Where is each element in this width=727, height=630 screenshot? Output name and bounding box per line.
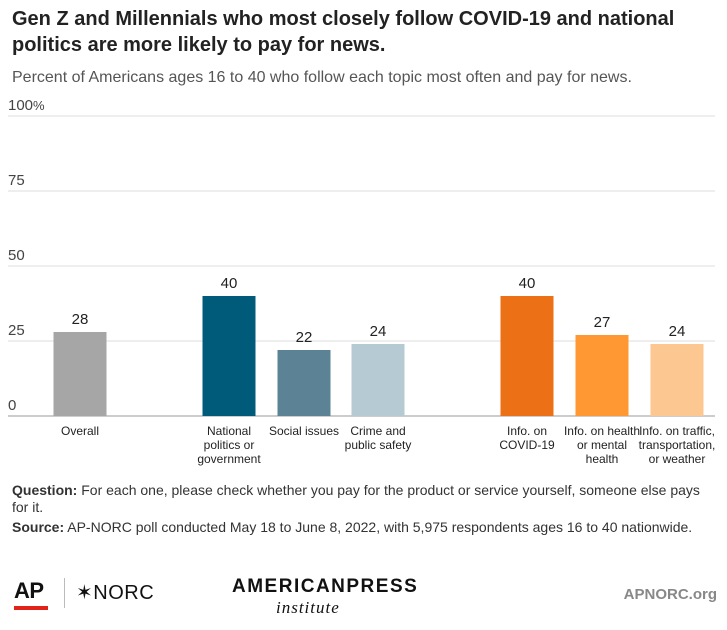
y-tick-label: 25	[8, 322, 25, 339]
american-press-logo: AMERICANPRESS	[232, 576, 419, 597]
x-tick-label: Overall	[61, 424, 99, 438]
norc-logo: ✶NORC	[76, 582, 155, 604]
source-note: Source: AP-NORC poll conducted May 18 to…	[12, 519, 717, 536]
y-unit-label: %	[33, 100, 45, 113]
x-tick-label: National politics or government	[197, 424, 261, 466]
bar	[351, 344, 405, 416]
bar	[53, 332, 107, 416]
source-label: Source:	[12, 519, 65, 535]
x-tick-label: Info. on health or mental health	[564, 424, 640, 466]
bar	[500, 296, 554, 416]
question-label: Question:	[12, 482, 78, 498]
x-tick-label: Info. on traffic, transportation, or weath…	[639, 424, 716, 466]
data-label: 40	[221, 275, 238, 292]
chart-title: Gen Z and Millennials who most closely f…	[12, 8, 675, 56]
x-tick-label: Info. on COVID-19	[499, 424, 555, 452]
data-label: 40	[519, 275, 536, 292]
data-label: 28	[72, 311, 89, 328]
chart-notes: Question: For each one, please check whe…	[12, 482, 717, 539]
apnorc-url[interactable]: APNORC.org	[623, 586, 717, 603]
data-label: 22	[296, 329, 313, 346]
data-label: 24	[669, 323, 686, 340]
chart-subtitle: Percent of Americans ages 16 to 40 who f…	[12, 69, 632, 86]
logo-divider	[64, 578, 65, 608]
bar	[202, 296, 256, 416]
y-tick-label: 0	[8, 397, 16, 414]
question-text: For each one, please check whether you p…	[12, 482, 700, 515]
bar-chart: 0 25 50 75 100 % 28 Overall 40 National politics o…	[8, 100, 716, 466]
bar	[575, 335, 629, 416]
data-label: 24	[370, 323, 387, 340]
data-label: 27	[594, 314, 611, 331]
x-tick-label: Crime and public safety	[345, 424, 412, 452]
ap-logo: AP	[14, 578, 44, 603]
american-press-institute-logo: institute	[276, 598, 340, 617]
question-note: Question: For each one, please check whe…	[12, 482, 717, 516]
y-tick-label: 100	[8, 100, 33, 114]
footer: AP ✶NORC AMERICANPRESS institute APNORC.…	[0, 570, 727, 620]
source-text: AP-NORC poll conducted May 18 to June 8,…	[67, 519, 693, 535]
bar	[650, 344, 704, 416]
y-tick-label: 50	[8, 247, 25, 264]
x-tick-label: Social issues	[269, 424, 339, 438]
y-tick-label: 75	[8, 172, 25, 189]
bar	[277, 350, 331, 416]
ap-logo-bar	[14, 606, 48, 610]
